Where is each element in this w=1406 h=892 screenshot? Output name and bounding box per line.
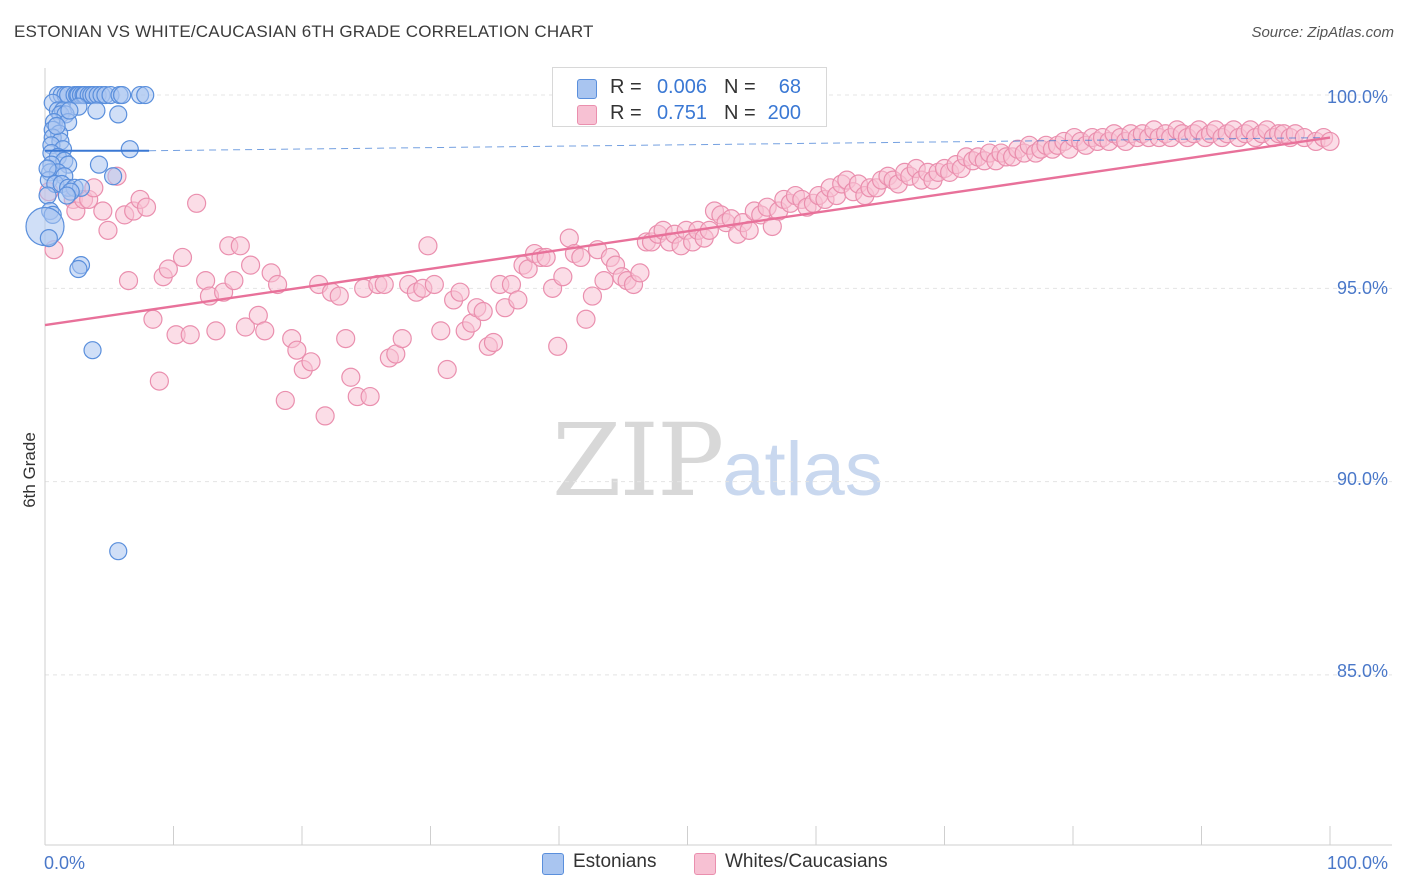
source-credit: Source: ZipAtlas.com	[1251, 24, 1394, 41]
estonians-point	[112, 85, 132, 105]
legend-label: Whites/Caucasians	[725, 851, 888, 872]
whites-point	[315, 406, 335, 426]
estonians-point	[69, 259, 88, 279]
y-tick-90: 90.0%	[1337, 469, 1389, 489]
whites-point	[576, 309, 596, 329]
whites-point	[149, 371, 169, 391]
n-value: 200	[767, 102, 801, 124]
whites-point	[392, 328, 412, 349]
r-value: 0.751	[656, 102, 707, 124]
whites-point	[473, 301, 493, 322]
watermark-atlas: atlas	[722, 427, 883, 512]
whites-point	[267, 274, 288, 295]
whites-point	[450, 282, 470, 302]
whites-point	[158, 259, 178, 279]
estonians-point	[60, 101, 79, 120]
x-tick-0: 0.0%	[44, 853, 86, 873]
whites-point	[93, 201, 113, 221]
r-label: R =	[610, 76, 642, 98]
whites-point	[374, 274, 394, 295]
estonians-point	[83, 341, 102, 360]
stats-row-estonians: R = 0.006 N = 68	[553, 76, 826, 102]
whites-point	[143, 309, 163, 329]
estonians-swatch	[542, 853, 564, 875]
watermark: ZIPatlas	[552, 402, 883, 519]
y-tick-85: 85.0%	[1337, 661, 1389, 681]
whites-point	[483, 332, 504, 353]
trend-lines	[44, 136, 1331, 327]
y-tick-100: 100.0%	[1327, 87, 1389, 107]
n-value: 68	[778, 76, 801, 98]
whites-points	[39, 120, 1340, 426]
whites-point	[418, 236, 438, 256]
whites-point	[301, 352, 321, 372]
whites-point	[172, 247, 193, 268]
whites-swatch	[694, 853, 716, 875]
r-value: 0.006	[656, 76, 707, 98]
estonians-trend-extension	[149, 137, 1331, 152]
whites-point	[582, 286, 603, 306]
whites-point	[336, 328, 356, 349]
chart-title: ESTONIAN VS WHITE/CAUCASIAN 6TH GRADE CO…	[14, 22, 594, 41]
whites-point	[553, 267, 573, 287]
r-label: R =	[610, 102, 642, 124]
legend-label: Estonians	[573, 851, 657, 872]
whites-point	[630, 263, 650, 283]
whites-point	[224, 271, 244, 291]
estonians-point	[47, 116, 66, 136]
estonians-point	[38, 186, 57, 205]
estonians-point	[89, 155, 109, 174]
estonians-points	[25, 85, 155, 561]
estonians-point	[104, 167, 123, 186]
whites-point	[206, 321, 226, 341]
whites-point	[230, 236, 250, 256]
x-tick-100: 100.0%	[1327, 853, 1389, 873]
whites-point	[548, 336, 568, 356]
grid-lines	[45, 94, 1392, 676]
whites-point	[118, 271, 139, 291]
whites-point	[431, 321, 451, 341]
whites-point	[571, 247, 591, 268]
whites-point	[180, 325, 200, 345]
estonians-point	[136, 85, 155, 105]
y-tick-95: 95.0%	[1337, 278, 1389, 298]
estonians-point	[57, 186, 76, 205]
whites-point	[1320, 131, 1340, 152]
n-label: N =	[724, 102, 756, 124]
whites-point	[360, 386, 380, 407]
estonians-point	[87, 101, 106, 120]
y-axis-label: 6th Grade	[20, 432, 39, 508]
whites-trend-line	[44, 136, 1331, 327]
whites-point	[699, 220, 719, 240]
whites-point	[275, 390, 295, 411]
whites-point	[508, 290, 528, 310]
whites-point	[235, 317, 256, 337]
whites-point	[241, 255, 261, 275]
whites-point	[287, 340, 307, 360]
watermark-zip: ZIP	[552, 402, 724, 519]
estonians-swatch	[577, 79, 597, 99]
n-label: N =	[724, 76, 756, 98]
whites-point	[594, 271, 614, 291]
whites-point	[136, 197, 157, 217]
whites-point	[437, 359, 457, 380]
whites-point	[329, 286, 349, 306]
stats-row-whites: R = 0.751 N = 200	[553, 102, 826, 128]
estonians-point	[38, 159, 57, 178]
estonians-point	[109, 105, 128, 124]
whites-point	[341, 367, 361, 387]
whites-point	[187, 193, 207, 213]
whites-point	[424, 274, 444, 295]
series-legend: Estonians Whites/Caucasians	[0, 851, 1406, 877]
estonians-point	[39, 228, 58, 248]
stats-legend: R = 0.006 N = 68 R = 0.751 N = 200	[552, 67, 827, 127]
estonians-point	[109, 542, 128, 561]
axes	[44, 68, 1392, 846]
whites-swatch	[577, 105, 597, 125]
whites-point	[98, 220, 118, 240]
estonians-point	[120, 140, 139, 159]
whites-point	[255, 321, 275, 341]
